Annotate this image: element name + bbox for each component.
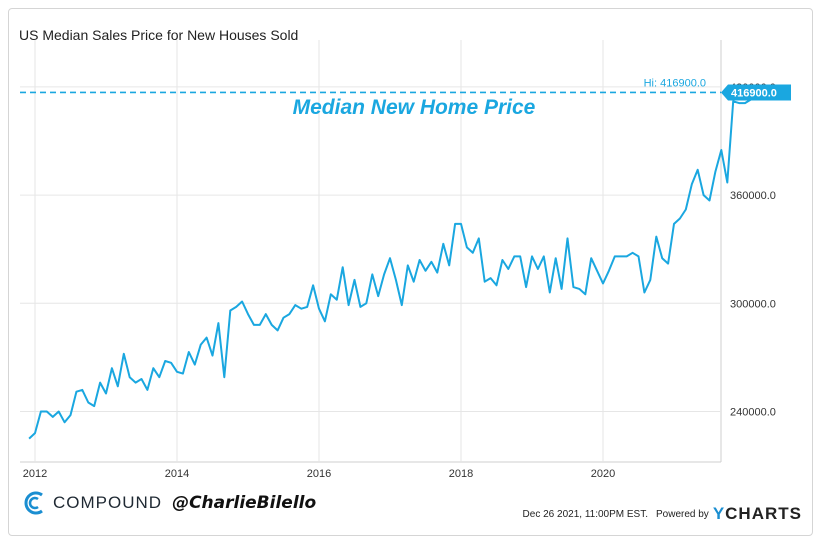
ycharts-y-icon: Y — [712, 504, 726, 523]
footer-brand: COMPOUND @CharlieBilello — [22, 490, 316, 516]
chart-frame — [8, 8, 813, 536]
footer-source: Dec 26 2021, 11:00PM EST. Powered by YCH… — [523, 504, 802, 524]
chart-title: US Median Sales Price for New Houses Sol… — [19, 27, 299, 43]
brand-name: COMPOUND — [53, 493, 163, 512]
ycharts-text: CHARTS — [725, 504, 802, 523]
ycharts-logo: YCHARTS — [713, 504, 802, 524]
timestamp: Dec 26 2021, 11:00PM EST. — [522, 508, 648, 520]
author-handle: @CharlieBilello — [172, 493, 317, 513]
powered-by: Powered by — [656, 508, 709, 520]
compound-logo-icon — [24, 491, 43, 515]
